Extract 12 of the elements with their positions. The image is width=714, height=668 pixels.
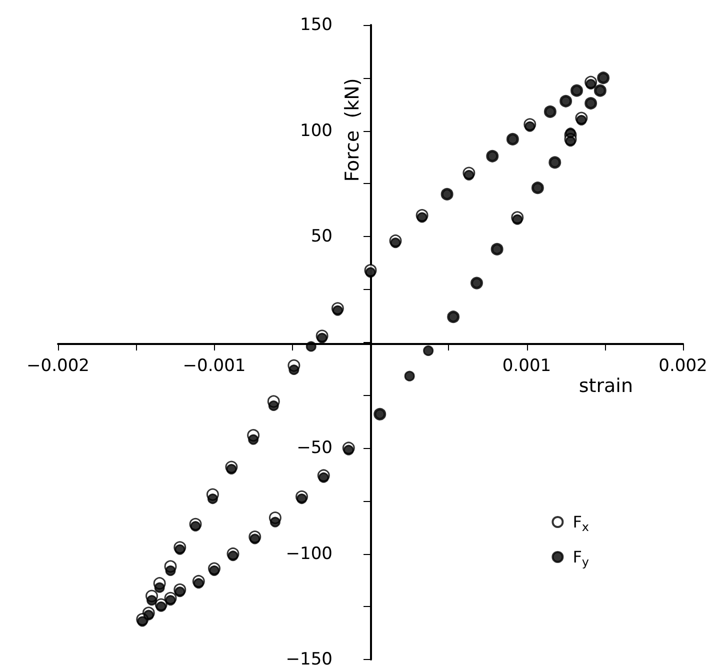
y-tick-label: 50 xyxy=(310,226,332,246)
x-tick-label: 0.001 xyxy=(502,356,552,376)
x-tick-label: −0.001 xyxy=(182,356,246,376)
x-tick-label: 0.002 xyxy=(658,356,708,376)
x-axis-title: strain xyxy=(578,375,633,397)
y-tick-label: 150 xyxy=(300,15,332,35)
y-tick-label: −100 xyxy=(286,544,332,564)
y-tick-label: −50 xyxy=(296,438,332,458)
y-axis-title: Force (kN) xyxy=(342,78,364,182)
y-tick-label: 100 xyxy=(300,120,332,141)
x-tick-label: −0.002 xyxy=(26,356,90,376)
y-tick-label: −150 xyxy=(286,650,332,668)
